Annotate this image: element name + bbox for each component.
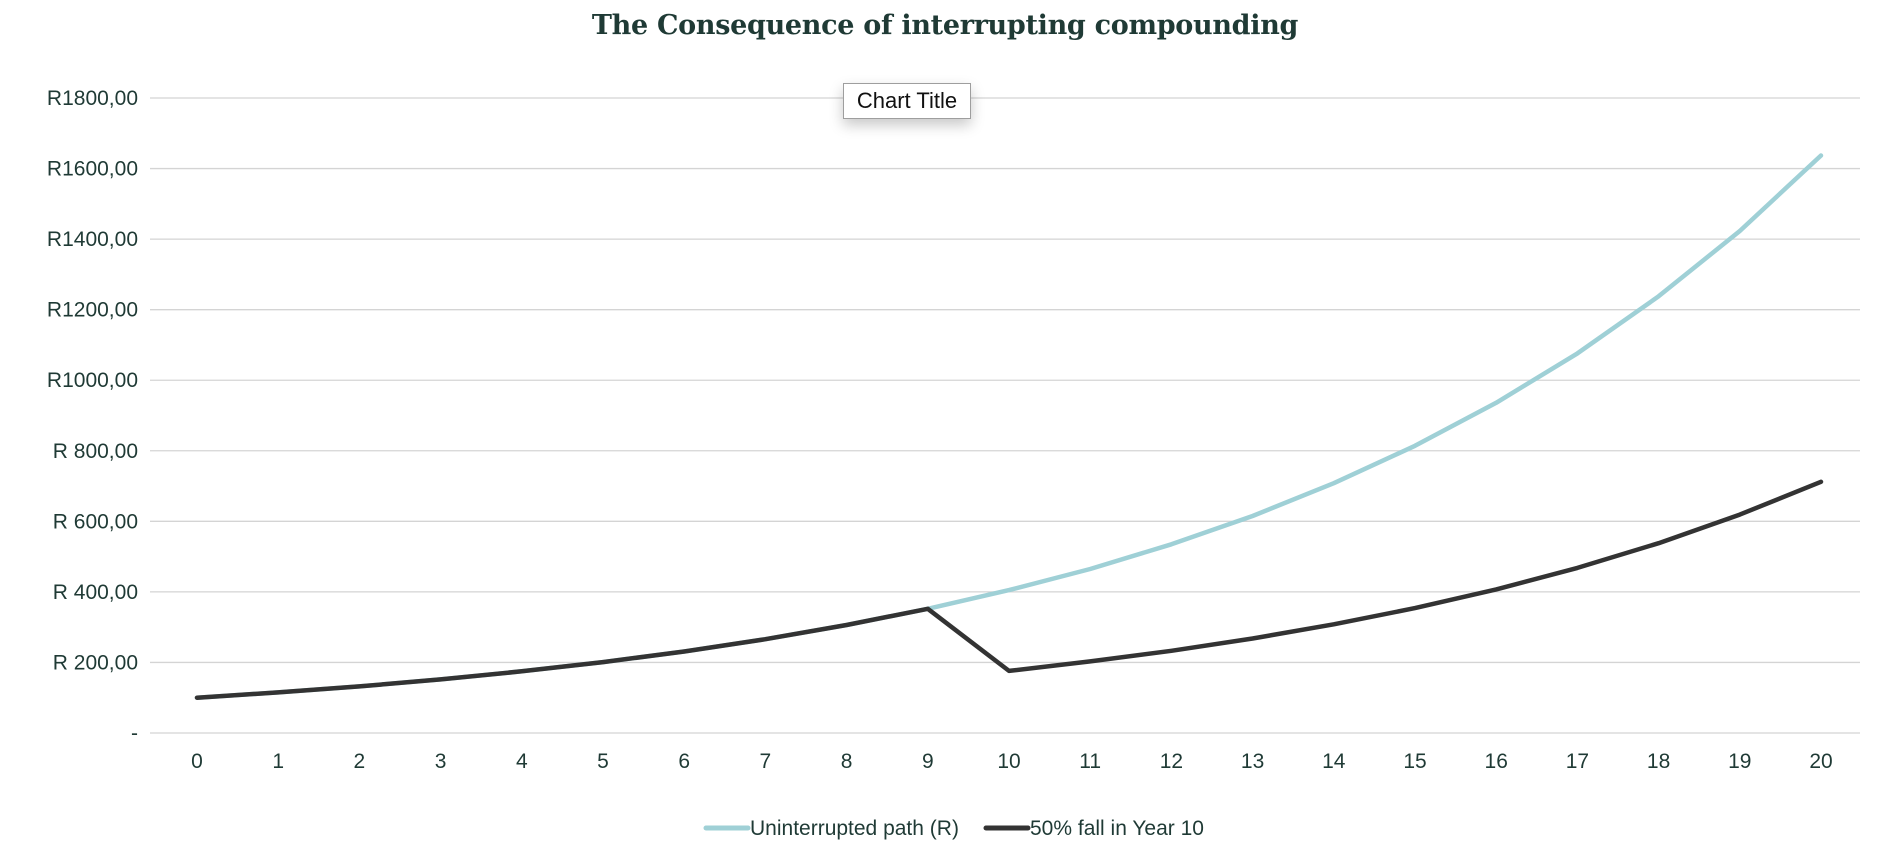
x-tick-label: 12 — [1160, 750, 1183, 773]
x-tick-label: 9 — [922, 750, 934, 773]
x-tick-label: 6 — [678, 750, 690, 773]
x-tick-label: 15 — [1403, 750, 1426, 773]
x-tick-label: 13 — [1241, 750, 1264, 773]
y-tick-label: R1800,00 — [47, 87, 138, 110]
legend-label: 50% fall in Year 10 — [1030, 817, 1204, 840]
series-line-2 — [194, 479, 1824, 700]
chart-title: The Consequence of interrupting compound… — [591, 10, 1299, 41]
y-axis-tick-labels: - R 200,00 R 400,00 R 600,00 R 800,00 R1000,0… — [47, 87, 138, 745]
x-tick-label: 7 — [760, 750, 772, 773]
y-tick-label: R 600,00 — [53, 510, 138, 533]
legend-label: Uninterrupted path (R) — [750, 817, 959, 840]
legend: Uninterrupted path (R) 50% fall in Year 1… — [703, 817, 1204, 840]
y-tick-label: R1000,00 — [47, 369, 138, 392]
x-tick-label: 20 — [1809, 750, 1832, 773]
y-tick-label: - — [131, 722, 138, 745]
y-tick-label: R 400,00 — [53, 581, 138, 604]
x-tick-label: 18 — [1647, 750, 1670, 773]
y-tick-label: R1600,00 — [47, 158, 138, 181]
x-tick-label: 19 — [1728, 750, 1751, 773]
y-tick-label: R 800,00 — [53, 440, 138, 463]
x-tick-label: 5 — [597, 750, 609, 773]
x-tick-label: 10 — [997, 750, 1020, 773]
x-tick-label: 4 — [516, 750, 528, 773]
series-lines — [194, 153, 1824, 700]
series-line-1 — [194, 153, 1824, 700]
x-axis-tick-labels: 0 1 2 3 4 5 6 7 8 9 10 11 12 13 14 15 16 17 18 19 20 — [191, 750, 1833, 773]
y-tick-label: R 200,00 — [53, 651, 138, 674]
x-tick-label: 16 — [1485, 750, 1508, 773]
x-tick-label: 17 — [1566, 750, 1589, 773]
y-tick-label: R1400,00 — [47, 228, 138, 251]
x-tick-label: 3 — [435, 750, 447, 773]
chart-title-placeholder[interactable]: Chart Title — [843, 83, 971, 119]
gridlines — [150, 97, 1860, 734]
x-tick-label: 0 — [191, 750, 203, 773]
x-tick-label: 2 — [354, 750, 366, 773]
x-tick-label: 14 — [1322, 750, 1346, 773]
x-tick-label: 1 — [272, 750, 284, 773]
y-tick-label: R1200,00 — [47, 299, 138, 322]
x-tick-label: 8 — [841, 750, 853, 773]
x-tick-label: 11 — [1079, 750, 1101, 773]
